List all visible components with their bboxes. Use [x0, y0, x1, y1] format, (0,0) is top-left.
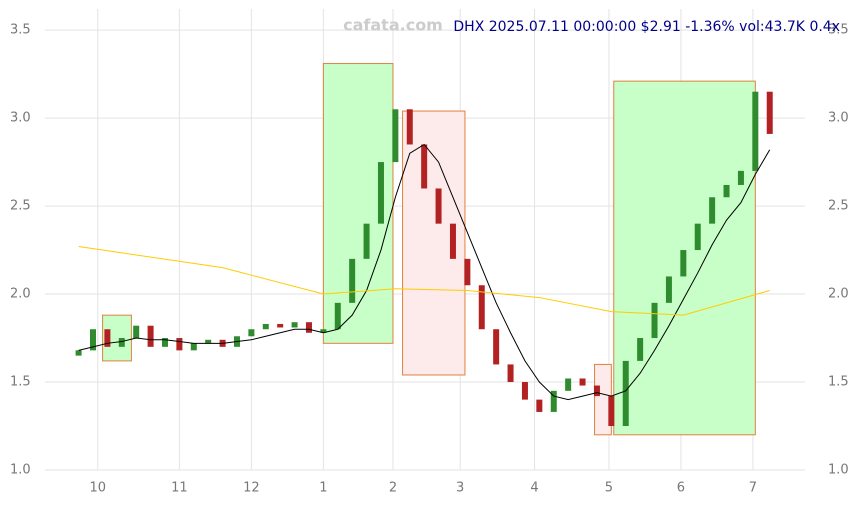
watermark: cafata.com	[343, 16, 443, 35]
candle	[392, 109, 399, 163]
x-tick-label: 4	[530, 481, 538, 496]
candle	[262, 323, 269, 330]
x-tick-label: 12	[243, 481, 260, 496]
moving-average	[78, 246, 770, 316]
candle	[334, 302, 341, 330]
y-tick-label-right: 1.5	[828, 375, 849, 390]
candle	[406, 109, 413, 145]
candle	[680, 250, 687, 277]
candle	[723, 184, 730, 198]
candle	[464, 258, 471, 286]
candle	[421, 144, 428, 189]
candle	[133, 325, 140, 339]
candle	[651, 302, 658, 339]
chart-title: DHX 2025.07.11 00:00:00 $2.91 -1.36% vol…	[453, 19, 840, 35]
candle	[478, 285, 485, 330]
candle	[449, 223, 456, 259]
x-tick-label: 5	[605, 481, 613, 496]
candle	[507, 364, 514, 383]
candle	[694, 223, 701, 251]
x-tick-label: 11	[171, 481, 188, 496]
x-tick-label: 1	[319, 481, 327, 496]
candle	[766, 91, 773, 134]
candle	[349, 258, 356, 303]
x-tick-label: 10	[90, 481, 107, 496]
candle	[363, 223, 370, 259]
y-tick-label: 3.0	[10, 111, 31, 126]
candle	[737, 170, 744, 185]
y-tick-label: 1.5	[10, 375, 31, 390]
candle	[89, 329, 96, 351]
x-tick-label: 2	[389, 481, 397, 496]
candle	[176, 338, 183, 351]
candle	[565, 378, 572, 391]
candle	[493, 329, 500, 365]
y-tick-label-right: 3.5	[828, 23, 849, 38]
candle	[248, 329, 255, 337]
moving-average	[78, 143, 771, 401]
y-tick-label: 1.0	[10, 463, 31, 478]
y-tick-label: 2.5	[10, 199, 31, 214]
y-tick-label-right: 1.0	[828, 463, 849, 478]
candle	[709, 197, 716, 224]
y-tick-label: 2.0	[10, 287, 31, 302]
candle	[104, 329, 111, 347]
candle	[75, 350, 82, 356]
candle	[752, 91, 759, 171]
candle	[377, 162, 384, 224]
x-tick-label: 7	[749, 481, 757, 496]
candle	[536, 399, 543, 412]
x-tick-label: 3	[456, 481, 464, 496]
candle	[593, 385, 600, 397]
candle	[190, 343, 197, 351]
candle	[161, 338, 168, 347]
candle	[579, 378, 586, 386]
candle	[521, 382, 528, 400]
candle	[622, 360, 629, 427]
candle	[665, 276, 672, 303]
candle	[320, 329, 327, 333]
candle	[205, 339, 212, 344]
candle	[118, 338, 125, 347]
candle	[550, 390, 557, 412]
candle	[435, 188, 442, 224]
candle	[637, 338, 644, 361]
y-tick-label-right: 3.0	[828, 111, 849, 126]
candle	[608, 396, 615, 427]
candle	[147, 325, 154, 347]
y-tick-label-right: 2.5	[828, 199, 849, 214]
x-tick-label: 6	[677, 481, 685, 496]
candle	[277, 323, 284, 328]
candle	[291, 322, 298, 328]
y-tick-label: 3.5	[10, 23, 31, 38]
y-tick-label-right: 2.0	[828, 287, 849, 302]
candle	[305, 322, 312, 333]
